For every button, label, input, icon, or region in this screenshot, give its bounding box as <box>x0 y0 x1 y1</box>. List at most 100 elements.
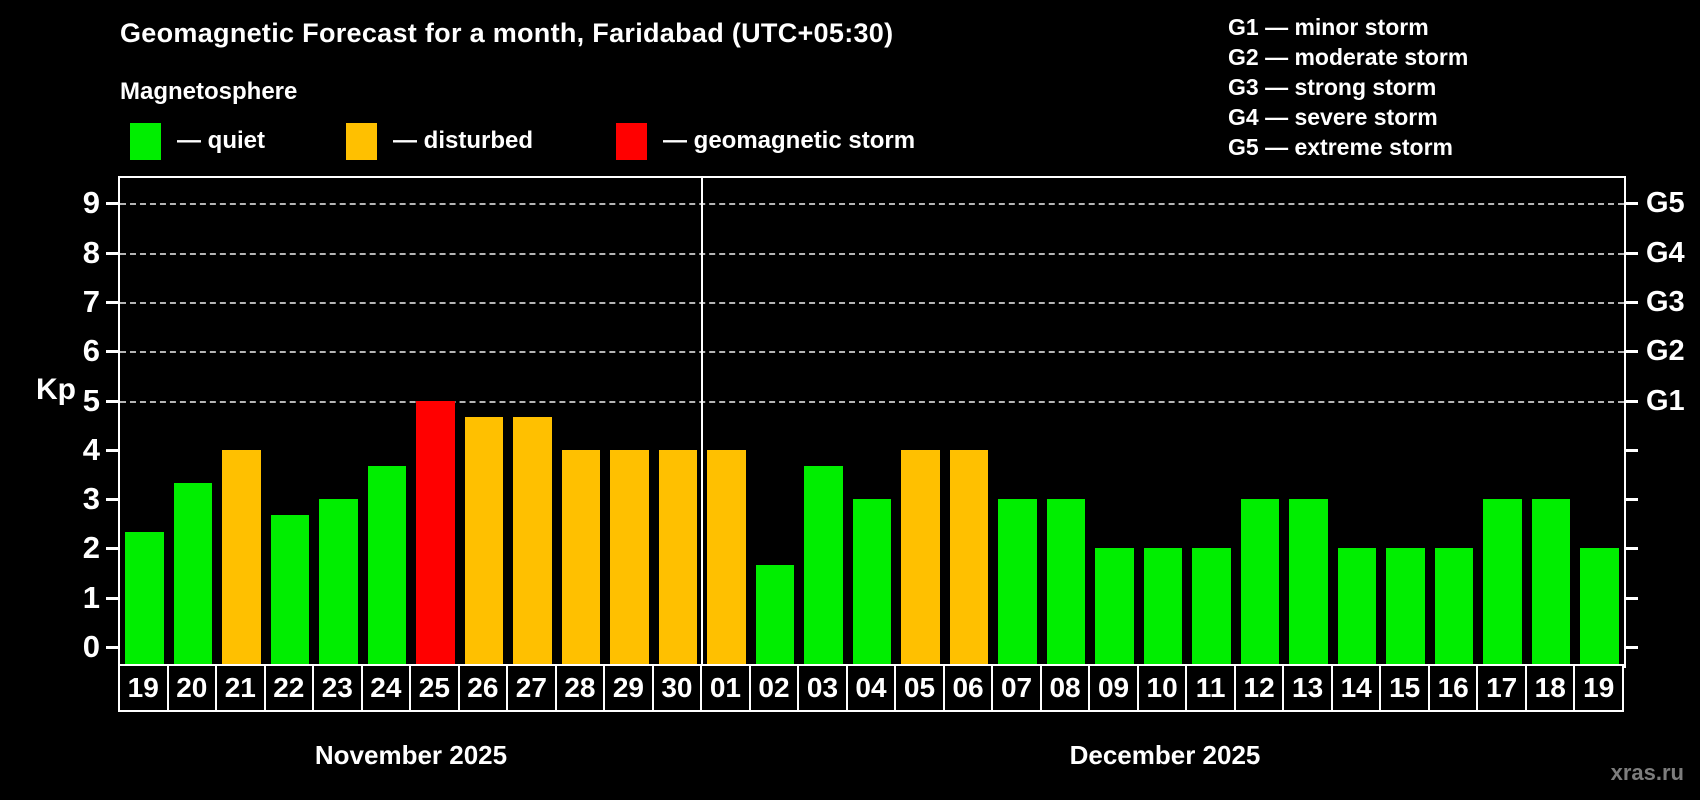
kp-bar-day-02 <box>755 564 795 666</box>
kp-bar-day-03 <box>804 466 843 666</box>
day-label-03: 03 <box>797 664 848 712</box>
kp-bar-day-07 <box>998 499 1037 666</box>
kp-bar-day-11 <box>1192 548 1231 666</box>
y-tick-label-9: 9 <box>82 185 100 221</box>
g3-legend-line: G3 — strong storm <box>1228 74 1437 100</box>
g-scale-legend: G1 — minor storm G2 — moderate storm G3 … <box>1228 12 1468 162</box>
y-tick-label-2: 2 <box>82 530 100 566</box>
y-axis-tick-right-7 <box>1626 300 1638 304</box>
kp-bar-day-05 <box>901 449 940 666</box>
y-axis-tick-left-2 <box>106 547 118 551</box>
y-axis-tick-right-8 <box>1626 251 1638 255</box>
legend-item-quiet: — quiet <box>130 122 265 160</box>
y-axis-tick-right-2 <box>1626 547 1638 551</box>
y-axis-tick-left-6 <box>106 350 118 354</box>
day-label-16: 16 <box>1427 664 1479 712</box>
y-tick-label-8: 8 <box>82 234 100 270</box>
kp-bar-day-14 <box>1337 548 1377 666</box>
day-label-08: 08 <box>1039 664 1091 712</box>
day-label-01: 01 <box>700 664 751 712</box>
day-label-27: 27 <box>506 664 557 712</box>
day-label-28: 28 <box>554 664 606 712</box>
legend-label-quiet: — quiet <box>177 127 265 154</box>
kp-bar-day-18 <box>1531 499 1571 666</box>
kp-bar-day-20 <box>173 482 213 666</box>
day-label-15: 15 <box>1379 664 1430 712</box>
day-label-18: 18 <box>1524 664 1576 712</box>
day-label-04: 04 <box>845 664 897 712</box>
day-label-14: 14 <box>1330 664 1382 712</box>
day-label-12: 12 <box>1233 664 1285 712</box>
kp-bar-day-19 <box>125 532 164 666</box>
y-tick-label-7: 7 <box>82 283 100 319</box>
gridline-kp6 <box>120 351 1624 354</box>
gridline-kp5 <box>120 400 1624 403</box>
kp-bar-day-15 <box>1386 548 1425 666</box>
day-label-02: 02 <box>748 664 800 712</box>
y-axis-tick-right-5 <box>1626 399 1638 403</box>
day-label-21: 21 <box>215 664 266 712</box>
y-axis-tick-left-8 <box>106 251 118 255</box>
g2-legend-line: G2 — moderate storm <box>1228 44 1469 70</box>
page-title: Geomagnetic Forecast for a month, Farida… <box>120 18 894 48</box>
day-label-29: 29 <box>603 664 654 712</box>
y-axis-tick-left-7 <box>106 300 118 304</box>
kp-bar-day-17 <box>1483 499 1522 666</box>
y-tick-label-1: 1 <box>82 579 100 615</box>
day-label-11: 11 <box>1185 664 1236 712</box>
y-axis-tick-right-1 <box>1626 596 1638 600</box>
g1-legend-line: G1 — minor storm <box>1228 14 1429 40</box>
day-label-13: 13 <box>1282 664 1333 712</box>
disturbed-color-swatch <box>346 122 377 160</box>
month-separator-line <box>701 178 704 666</box>
gridline-kp9 <box>120 203 1624 206</box>
legend-item-disturbed: — disturbed <box>346 122 533 160</box>
y-axis-tick-left-0 <box>106 646 118 649</box>
y-axis-tick-right-0 <box>1626 646 1638 649</box>
kp-bar-day-16 <box>1434 548 1474 666</box>
kp-bar-day-21 <box>222 449 261 666</box>
y-tick-label-4: 4 <box>82 431 100 467</box>
day-label-26: 26 <box>457 664 509 712</box>
g-level-label-g2: G2 <box>1646 335 1685 368</box>
day-label-23: 23 <box>312 664 363 712</box>
y-axis-title: Kp <box>36 373 76 406</box>
kp-bar-day-12 <box>1240 499 1280 666</box>
watermark: xras.ru <box>1610 760 1684 785</box>
storm-color-swatch <box>616 122 647 160</box>
kp-bar-day-24 <box>367 466 407 666</box>
legend-label-disturbed: — disturbed <box>393 127 534 154</box>
kp-bar-day-06 <box>949 449 989 666</box>
day-label-30: 30 <box>651 664 703 712</box>
y-axis-tick-right-9 <box>1626 202 1638 206</box>
kp-bar-day-09 <box>1095 548 1134 666</box>
chart-subtitle: Magnetosphere <box>120 78 298 105</box>
y-axis-tick-left-9 <box>106 202 118 206</box>
day-label-17: 17 <box>1476 664 1527 712</box>
kp-bar-day-23 <box>319 499 358 666</box>
kp-bar-day-25 <box>416 400 455 666</box>
g-level-label-g3: G3 <box>1646 285 1685 318</box>
day-label-05: 05 <box>894 664 945 712</box>
day-label-22: 22 <box>263 664 315 712</box>
day-label-20: 20 <box>166 664 218 712</box>
g4-legend-line: G4 — severe storm <box>1228 104 1438 130</box>
y-tick-label-3: 3 <box>82 481 100 517</box>
quiet-color-swatch <box>130 122 161 160</box>
y-axis-tick-right-6 <box>1626 350 1638 354</box>
g-level-label-g1: G1 <box>1646 384 1685 417</box>
kp-bar-day-27 <box>513 416 552 666</box>
legend-item-storm: — geomagnetic storm <box>616 122 915 160</box>
kp-bar-day-01 <box>707 449 746 666</box>
kp-bar-day-28 <box>561 449 601 666</box>
day-label-19: 19 <box>118 664 169 712</box>
kp-bar-chart-plot-area <box>118 176 1626 668</box>
kp-bar-day-26 <box>464 416 504 666</box>
month-label-november: November 2025 <box>314 740 508 770</box>
y-axis-tick-left-4 <box>106 448 118 452</box>
day-label-19: 19 <box>1573 664 1624 712</box>
kp-bar-day-19 <box>1580 548 1619 666</box>
kp-bar-day-29 <box>610 449 649 666</box>
legend-label-storm: — geomagnetic storm <box>663 127 916 154</box>
day-axis-row: 19 20 21 22 23 24 25 26 27 28 29 30 01 02 03 04 05 06 07 08… <box>118 664 1626 712</box>
